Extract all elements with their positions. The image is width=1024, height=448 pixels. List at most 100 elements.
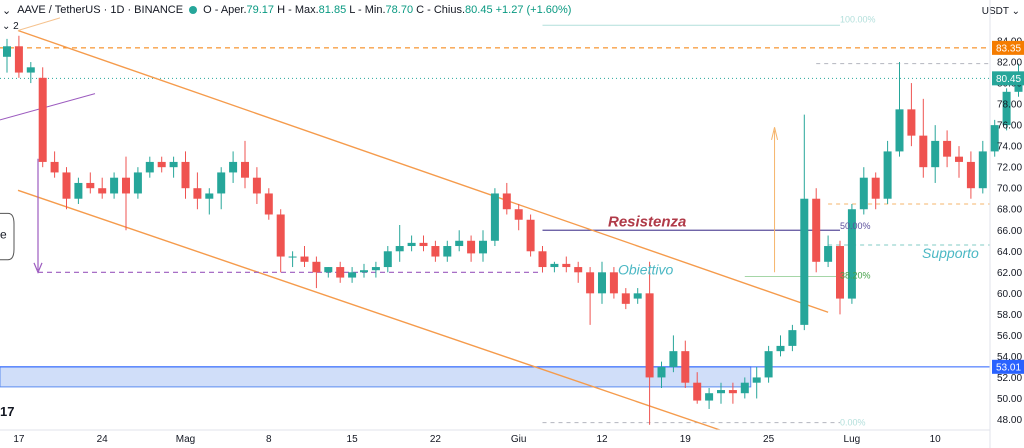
x-tick-label: 22 — [430, 434, 442, 445]
candle-body — [193, 188, 202, 199]
y-tick-label: 58.00 — [997, 310, 1022, 321]
candle-body — [26, 67, 35, 73]
symbol-title[interactable]: AAVE / TetherUS · 1D · BINANCE — [17, 4, 184, 16]
y-tick-label: 74.00 — [997, 142, 1022, 153]
candle-body — [348, 272, 357, 278]
y-tick-label: 70.00 — [997, 184, 1022, 195]
y-tick-label: 62.00 — [997, 268, 1022, 279]
candle-body — [645, 293, 654, 378]
x-tick-label: 24 — [97, 434, 109, 445]
obiettivo-label: Obiettivo — [618, 262, 673, 278]
x-tick-label: Mag — [176, 434, 195, 445]
candle-body — [978, 151, 987, 189]
candle-body — [407, 242, 416, 247]
channel-upper-line — [17, 29, 829, 313]
candle-body — [181, 161, 190, 189]
collapse-icon[interactable]: ⌄ — [2, 4, 12, 17]
y-tick-label: 48.00 — [997, 415, 1022, 426]
candle-body — [788, 330, 797, 346]
resistenza-label: Resistenza — [608, 213, 686, 230]
price-83-badge-label: 83.35 — [996, 43, 1021, 54]
candle-body — [705, 393, 714, 401]
candle-body — [538, 251, 547, 268]
candle-body — [657, 366, 666, 378]
supporto-label: Supporto — [922, 245, 979, 261]
candle-body — [419, 242, 428, 247]
candle-body — [431, 246, 440, 257]
candle-body — [443, 246, 452, 257]
candle-body — [598, 272, 606, 294]
candle-body — [669, 351, 678, 367]
candle-body — [847, 209, 856, 299]
candle-body — [550, 263, 559, 268]
y-tick-label: 66.00 — [997, 226, 1022, 237]
fib-label: 38.20% — [840, 270, 871, 280]
y-tick-label: 52.00 — [997, 373, 1022, 384]
candle-body — [526, 219, 535, 252]
candle-body — [776, 345, 785, 352]
candle-body — [621, 293, 630, 304]
level-53-badge-label: 53.01 — [996, 362, 1021, 373]
candle-body — [586, 272, 595, 294]
candle-body — [681, 351, 690, 383]
candle-body — [812, 198, 821, 262]
candle-body — [74, 182, 83, 199]
target-diag-line — [0, 93, 96, 121]
candle-body — [943, 140, 952, 157]
candle-body — [990, 125, 999, 152]
candle-body — [1002, 91, 1011, 126]
candle-body — [133, 172, 142, 194]
ohlc-readout: O - Aper.79.17 H - Max.81.85 L - Min.78.… — [203, 4, 572, 16]
callout-box — [0, 212, 15, 261]
candle-body — [3, 46, 11, 57]
callout-text: e — [0, 228, 7, 242]
candle-body — [14, 46, 23, 73]
currency-label[interactable]: USDT ⌄ — [981, 6, 1020, 17]
candle-body — [288, 256, 297, 258]
candle-body — [324, 267, 333, 273]
legend-count[interactable]: ⌄ 2 — [2, 21, 19, 32]
last-price-badge-label: 80.45 — [996, 74, 1021, 85]
candle-body — [752, 377, 761, 383]
candle-body — [276, 214, 285, 257]
candle-body — [836, 246, 844, 299]
candle-body — [693, 382, 702, 401]
candle-body — [38, 77, 47, 162]
candle-body — [252, 177, 261, 194]
candle-body — [871, 177, 880, 199]
candle-body — [217, 172, 226, 194]
candle-body — [859, 177, 868, 210]
x-tick-label: 10 — [930, 434, 942, 445]
candle-body — [966, 161, 975, 189]
y-tick-label: 60.00 — [997, 289, 1022, 300]
last-price-badge — [992, 71, 1024, 86]
candle-body — [717, 390, 725, 394]
y-tick-label: 82.00 — [997, 58, 1022, 69]
candle-body — [383, 251, 392, 268]
x-tick-label: 19 — [680, 434, 692, 445]
channel-top-ext — [17, 17, 61, 31]
candle-body — [728, 390, 737, 394]
candle-body — [740, 382, 749, 394]
candle-body — [467, 240, 476, 254]
chart-header: ⌄ AAVE / TetherUS · 1D · BINANCE O - Ape… — [0, 0, 990, 20]
candle-body — [883, 151, 892, 199]
y-tick-label: 64.00 — [997, 247, 1022, 258]
y-tick-label: 76.00 — [997, 121, 1022, 132]
candle-body — [241, 161, 249, 178]
candle-body — [205, 193, 214, 199]
candle-body — [62, 172, 71, 199]
candle-body — [50, 161, 59, 173]
y-tick-label: 72.00 — [997, 163, 1022, 174]
candle-body — [907, 109, 916, 136]
y-tick-label: 78.00 — [997, 100, 1022, 111]
candle-body — [633, 293, 642, 299]
price-83-badge — [992, 40, 1024, 55]
x-tick-label: 25 — [763, 434, 775, 445]
fib-label: 0.00% — [840, 418, 866, 428]
fib-label: 100.00% — [840, 14, 876, 24]
candle-body — [562, 263, 571, 268]
x-tick-label: Giu — [511, 434, 527, 445]
